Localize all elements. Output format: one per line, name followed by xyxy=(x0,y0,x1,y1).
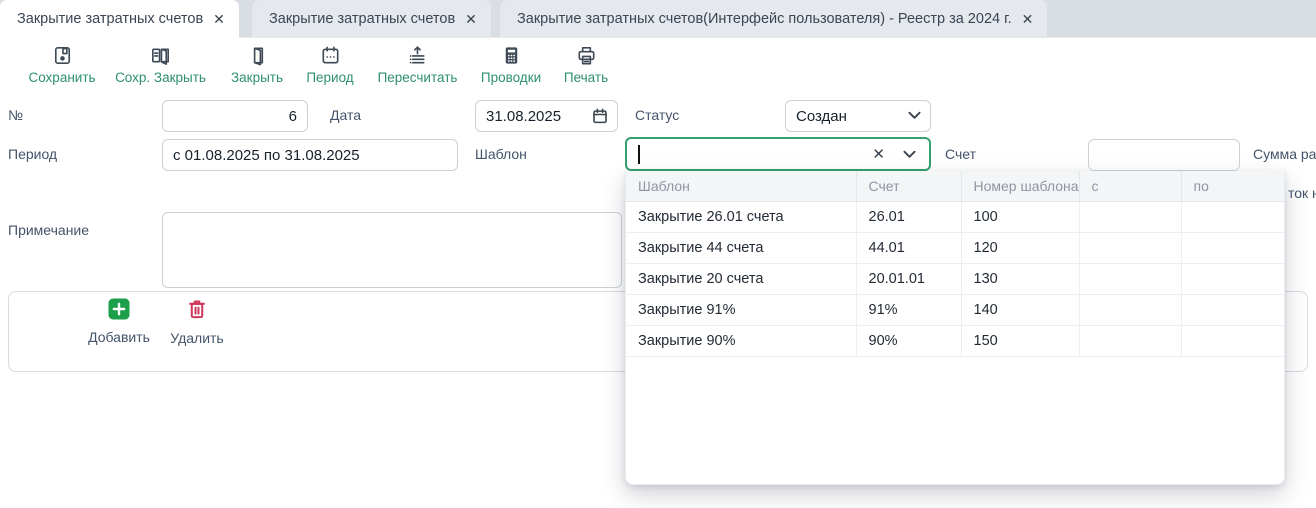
add-row-label: Добавить xyxy=(88,329,150,345)
recalculate-icon xyxy=(406,44,429,67)
template-label: Шаблон xyxy=(475,146,527,162)
col-account: Счет xyxy=(856,171,962,202)
cell-from[interactable] xyxy=(1079,201,1182,233)
balance-label-partial: ток н xyxy=(1288,185,1316,201)
account-label: Счет xyxy=(945,146,976,162)
chevron-down-icon[interactable] xyxy=(903,150,916,159)
tab-registry-2024[interactable]: Закрытие затратных счетов(Интерфейс поль… xyxy=(500,0,1048,38)
period-button[interactable]: Период xyxy=(298,44,362,85)
template-table: Шаблон Счет Номер шаблона с по Закрытие … xyxy=(626,171,1284,357)
cell-template[interactable]: Закрытие 20 счета xyxy=(626,263,857,295)
close-icon[interactable]: ✕ xyxy=(213,11,225,27)
cell-to[interactable] xyxy=(1181,263,1284,295)
trash-icon xyxy=(186,298,208,326)
cell-from[interactable] xyxy=(1079,232,1182,264)
status-select[interactable]: Создан xyxy=(785,100,931,132)
period-field-label: Период xyxy=(8,146,58,162)
table-row[interactable]: Закрытие 44 счета 44.01 120 xyxy=(626,232,1284,264)
printer-icon xyxy=(575,44,598,67)
delete-row-button[interactable]: Удалить xyxy=(161,298,233,346)
save-icon xyxy=(51,44,74,67)
postings-label: Проводки xyxy=(480,70,542,85)
account-input[interactable] xyxy=(1088,139,1240,171)
table-row[interactable]: Закрытие 90% 90% 150 xyxy=(626,325,1284,357)
col-template: Шаблон xyxy=(626,171,857,202)
cell-from[interactable] xyxy=(1079,263,1182,295)
tab-cost-accounts-1[interactable]: Закрытие затратных счетов ✕ xyxy=(0,0,239,38)
tab-bar: Закрытие затратных счетов ✕ Закрытие зат… xyxy=(0,0,1316,38)
cell-account[interactable]: 91% xyxy=(856,294,962,326)
toolbar: Сохранить Сохр. Закрыть З xyxy=(0,39,1316,97)
date-input[interactable] xyxy=(475,100,618,132)
table-header-row: Шаблон Счет Номер шаблона с по xyxy=(626,171,1284,202)
period-input[interactable] xyxy=(162,139,458,171)
add-row-button[interactable]: Добавить xyxy=(71,298,167,345)
cell-number[interactable]: 130 xyxy=(961,263,1080,295)
tab-label: Закрытие затратных счетов xyxy=(17,11,204,27)
table-row[interactable]: Закрытие 91% 91% 140 xyxy=(626,294,1284,326)
door-close-icon xyxy=(246,44,269,67)
text-cursor xyxy=(638,144,640,164)
tab-label: Закрытие затратных счетов xyxy=(269,11,456,27)
status-value: Создан xyxy=(796,107,847,125)
col-template-number: Номер шаблона xyxy=(961,171,1080,202)
chevron-down-icon xyxy=(908,111,921,119)
cell-number[interactable]: 120 xyxy=(961,232,1080,264)
col-from: с xyxy=(1079,171,1182,202)
cell-template[interactable]: Закрытие 44 счета xyxy=(626,232,857,264)
status-label: Статус xyxy=(635,107,680,123)
print-button[interactable]: Печать xyxy=(558,44,614,85)
save-label: Сохранить xyxy=(28,70,96,85)
close-icon[interactable]: ✕ xyxy=(465,11,477,27)
calendar-icon xyxy=(319,44,342,67)
postings-button[interactable]: Проводки xyxy=(472,44,550,85)
clear-icon[interactable]: ✕ xyxy=(872,146,885,163)
delete-row-label: Удалить xyxy=(170,330,224,346)
number-input[interactable] xyxy=(162,100,308,132)
save-close-icon xyxy=(149,44,172,67)
cell-template[interactable]: Закрытие 90% xyxy=(626,325,857,357)
cell-number[interactable]: 150 xyxy=(961,325,1080,357)
cell-account[interactable]: 44.01 xyxy=(856,232,962,264)
cell-template[interactable]: Закрытие 91% xyxy=(626,294,857,326)
save-close-label: Сохр. Закрыть xyxy=(115,70,206,85)
close-label: Закрыть xyxy=(231,70,283,85)
cell-from[interactable] xyxy=(1079,325,1182,357)
number-label: № xyxy=(8,107,24,123)
template-combobox[interactable]: ✕ xyxy=(625,137,931,171)
cell-number[interactable]: 140 xyxy=(961,294,1080,326)
recalculate-button[interactable]: Пересчитать xyxy=(370,44,465,85)
date-field[interactable] xyxy=(475,100,618,132)
col-to: по xyxy=(1181,171,1284,202)
save-close-button[interactable]: Сохр. Закрыть xyxy=(107,44,214,85)
note-textarea[interactable] xyxy=(162,212,622,288)
plus-icon xyxy=(108,298,130,325)
cell-to[interactable] xyxy=(1181,325,1284,357)
cell-to[interactable] xyxy=(1181,232,1284,264)
date-label: Дата xyxy=(330,107,362,123)
cell-account[interactable]: 90% xyxy=(856,325,962,357)
cell-number[interactable]: 100 xyxy=(961,201,1080,233)
template-dropdown: Шаблон Счет Номер шаблона с по Закрытие … xyxy=(625,171,1285,485)
cell-account[interactable]: 20.01.01 xyxy=(856,263,962,295)
cell-to[interactable] xyxy=(1181,294,1284,326)
period-label: Период xyxy=(306,70,354,85)
tab-label: Закрытие затратных счетов(Интерфейс поль… xyxy=(517,11,1012,27)
note-label: Примечание xyxy=(8,222,90,238)
close-icon[interactable]: ✕ xyxy=(1021,11,1034,27)
print-label: Печать xyxy=(563,70,609,85)
cell-to[interactable] xyxy=(1181,201,1284,233)
tab-cost-accounts-2[interactable]: Закрытие затратных счетов ✕ xyxy=(252,0,491,38)
calculator-icon xyxy=(500,44,523,67)
close-button[interactable]: Закрыть xyxy=(224,44,290,85)
cell-template[interactable]: Закрытие 26.01 счета xyxy=(626,201,857,233)
save-button[interactable]: Сохранить xyxy=(20,44,104,85)
table-row[interactable]: Закрытие 20 счета 20.01.01 130 xyxy=(626,263,1284,295)
cell-from[interactable] xyxy=(1079,294,1182,326)
recalculate-label: Пересчитать xyxy=(377,70,458,85)
cell-account[interactable]: 26.01 xyxy=(856,201,962,233)
sum-label-partial: Сумма рас xyxy=(1253,146,1316,162)
table-row[interactable]: Закрытие 26.01 счета 26.01 100 xyxy=(626,201,1284,233)
